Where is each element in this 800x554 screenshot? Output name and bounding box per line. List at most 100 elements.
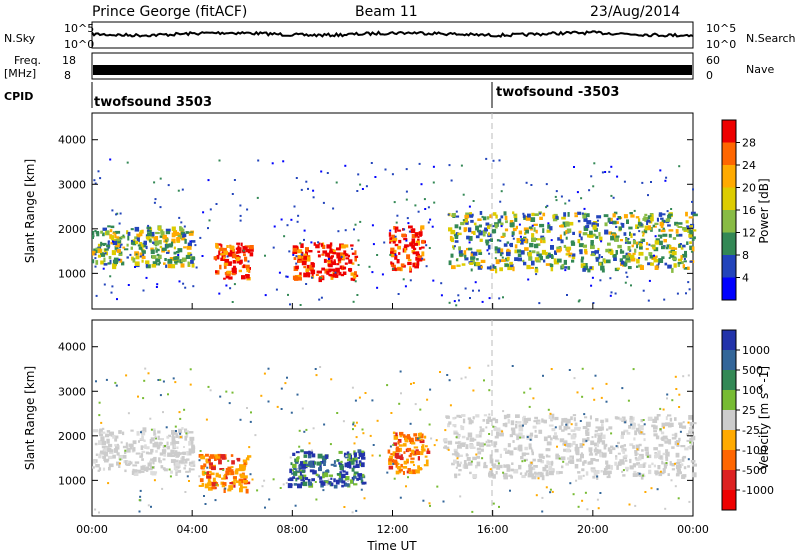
- echo-cell: [151, 264, 157, 268]
- echo-cell: [599, 236, 603, 241]
- echo-cell: [290, 411, 293, 414]
- echo-cell: [336, 247, 341, 251]
- echo-cell: [476, 447, 481, 451]
- echo-cell: [422, 499, 425, 502]
- echo-cell: [246, 268, 250, 273]
- echo-cell: [156, 253, 160, 256]
- echo-cell: [674, 247, 678, 250]
- echo-cell: [106, 244, 111, 248]
- echo-cell: [383, 241, 386, 244]
- echo-cell: [312, 196, 315, 199]
- echo-cell: [307, 478, 311, 483]
- echo-cell: [142, 427, 147, 433]
- echo-cell: [305, 180, 308, 183]
- echo-cell: [416, 437, 419, 440]
- echo-cell: [597, 435, 602, 439]
- echo-cell: [239, 214, 242, 217]
- echo-cell: [256, 489, 259, 492]
- echo-cell: [499, 252, 503, 257]
- echo-cell: [292, 253, 295, 256]
- echo-cell: [181, 427, 184, 430]
- echo-cell: [476, 455, 480, 459]
- echo-cell: [282, 160, 285, 163]
- echo-cell: [164, 445, 166, 447]
- echo-cell: [566, 246, 572, 251]
- echo-cell: [157, 254, 162, 259]
- echo-cell: [590, 452, 593, 455]
- echo-cell: [403, 451, 406, 454]
- echo-cell: [514, 217, 518, 222]
- echo-cell: [488, 470, 492, 473]
- echo-cell: [355, 509, 358, 512]
- echo-cell: [406, 254, 411, 260]
- echo-cell: [290, 218, 293, 221]
- echo-cell: [639, 453, 644, 458]
- echo-cell: [542, 374, 544, 377]
- echo-cell: [138, 246, 142, 250]
- echo-cell: [605, 382, 608, 385]
- echo-cell: [315, 498, 318, 501]
- echo-cell: [448, 421, 452, 425]
- echo-cell: [519, 235, 522, 238]
- x-tick-label: 16:00: [477, 523, 509, 536]
- echo-cell: [500, 215, 504, 219]
- echo-cell: [226, 255, 229, 258]
- echo-cell: [632, 445, 635, 449]
- echo-cell: [354, 271, 357, 276]
- echo-cell: [352, 421, 355, 424]
- echo-cell: [116, 461, 120, 466]
- echo-cell: [502, 423, 508, 427]
- echo-cell: [661, 422, 666, 428]
- echo-cell: [350, 460, 355, 465]
- echo-cell: [322, 250, 328, 254]
- echo-cell: [612, 447, 616, 451]
- echo-cell: [630, 233, 633, 238]
- echo-cell: [124, 469, 127, 473]
- echo-cell: [340, 252, 344, 257]
- echo-cell: [339, 265, 343, 270]
- echo-cell: [137, 244, 141, 247]
- echo-cell: [648, 252, 653, 256]
- echo-cell: [173, 444, 176, 448]
- echo-cell: [185, 231, 189, 234]
- echo-cell: [446, 415, 450, 419]
- echo-cell: [601, 423, 604, 427]
- echo-cell: [285, 275, 288, 278]
- echo-cell: [333, 259, 336, 264]
- echo-cell: [551, 490, 554, 493]
- echo-cell: [505, 220, 508, 224]
- echo-cell: [583, 460, 587, 464]
- echo-cell: [642, 463, 646, 468]
- echo-cell: [97, 469, 100, 472]
- echo-cell: [340, 244, 346, 249]
- echo-cell: [501, 256, 504, 259]
- echo-cell: [683, 260, 687, 263]
- echo-cell: [226, 245, 229, 248]
- echo-cell: [653, 464, 656, 468]
- echo-cell: [219, 395, 222, 398]
- echo-cell: [103, 263, 108, 266]
- echo-cell: [539, 472, 544, 478]
- echo-cell: [97, 254, 101, 258]
- echo-cell: [476, 258, 479, 261]
- echo-cell: [692, 229, 697, 232]
- echo-cell: [159, 441, 162, 446]
- echo-cell: [99, 177, 102, 180]
- echo-cell: [582, 267, 587, 271]
- echo-cell: [102, 451, 106, 455]
- echo-cell: [104, 458, 110, 462]
- echo-cell: [610, 432, 613, 435]
- echo-cell: [642, 234, 645, 237]
- echo-cell: [530, 266, 535, 269]
- echo-cell: [591, 222, 596, 227]
- echo-cell: [421, 257, 424, 260]
- echo-cell: [623, 214, 628, 219]
- echo-cell: [344, 262, 348, 265]
- echo-cell: [164, 258, 167, 261]
- echo-cell: [426, 448, 430, 453]
- nsky-tick-top: 10^5: [64, 22, 94, 35]
- echo-cell: [296, 477, 300, 480]
- echo-cell: [590, 244, 595, 249]
- echo-cell: [406, 217, 409, 220]
- echo-cell: [642, 232, 645, 235]
